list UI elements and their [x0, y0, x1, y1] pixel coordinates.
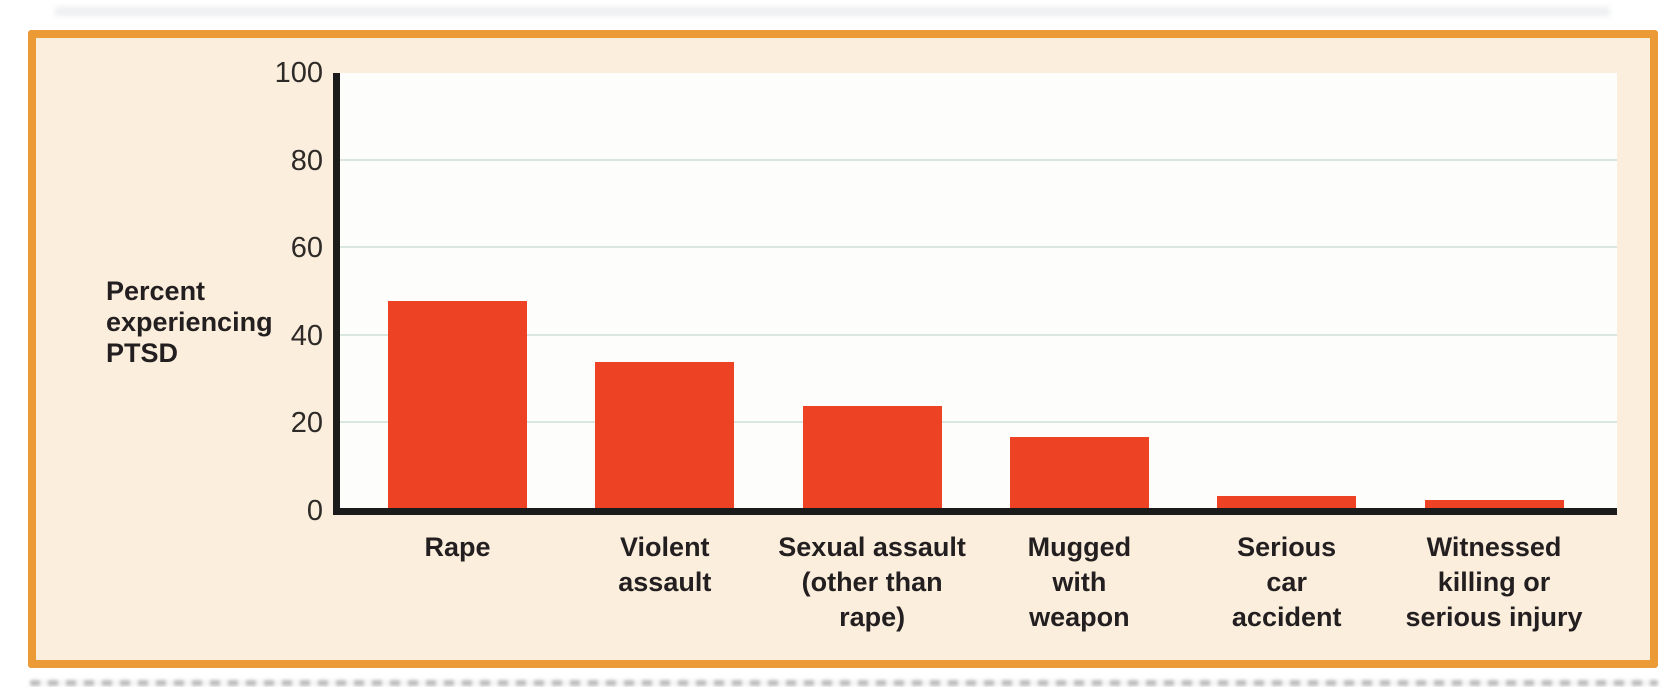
- y-tick-80: 80: [290, 144, 323, 177]
- x-category-label-4: Mugged with weapon: [1027, 532, 1132, 632]
- x-category-labels: Rape Violent assault Sexual assault (other t…: [340, 530, 1617, 640]
- bar-4: [1009, 436, 1149, 511]
- y-axis-line: [333, 73, 340, 515]
- gridline-40: [340, 333, 1617, 336]
- y-tick-20: 20: [290, 407, 323, 440]
- gridline-20: [340, 421, 1617, 424]
- y-tick-60: 60: [290, 232, 323, 265]
- gridline-60: [340, 246, 1617, 249]
- y-tick-40: 40: [290, 319, 323, 352]
- x-category-label-2: Violent assault: [618, 532, 712, 597]
- y-tick-labels: 0 20 40 60 80 100: [180, 57, 323, 527]
- bar-3: [802, 405, 942, 511]
- x-axis-line: [333, 508, 1617, 515]
- cropped-caption-remnant: [30, 680, 1658, 686]
- bar-6: [1424, 500, 1564, 511]
- bar-2: [595, 362, 735, 511]
- y-tick-0: 0: [306, 495, 323, 527]
- bar-1: [388, 300, 527, 511]
- gridline-80: [340, 158, 1617, 161]
- x-category-label-6: Witnessed killing or serious injury: [1405, 532, 1583, 632]
- y-axis-title: Percent experiencing PTSD: [106, 276, 273, 368]
- plot-area: [340, 73, 1617, 511]
- cropped-text-remnant-top: [55, 7, 1610, 16]
- bar-5: [1217, 495, 1357, 511]
- x-category-label-5: Serious car accident: [1231, 532, 1342, 632]
- y-tick-100: 100: [274, 57, 323, 89]
- x-category-label-3: Sexual assault (other than rape): [778, 532, 966, 632]
- x-category-label-1: Rape: [424, 532, 491, 562]
